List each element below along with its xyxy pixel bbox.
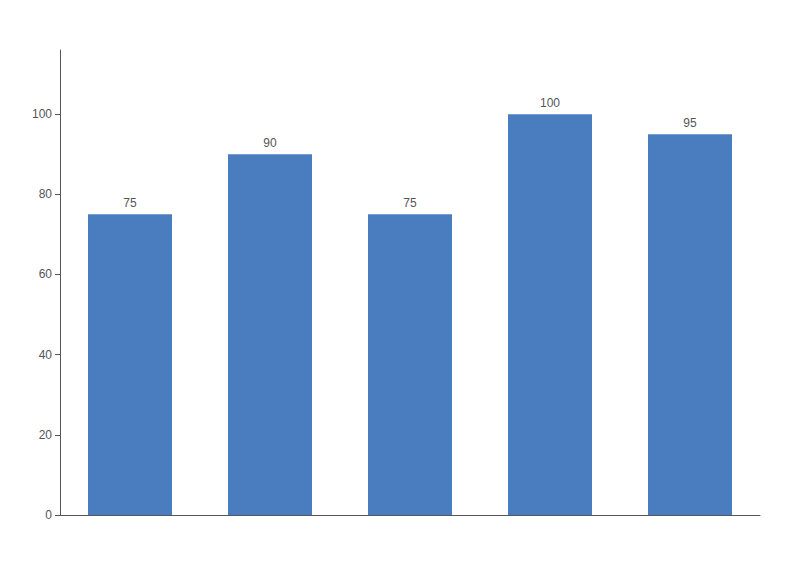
svg-text:80: 80 — [39, 187, 53, 201]
svg-text:60: 60 — [39, 267, 53, 281]
svg-text:75: 75 — [403, 196, 417, 210]
svg-text:75: 75 — [123, 196, 137, 210]
svg-text:0: 0 — [45, 508, 52, 522]
svg-text:95: 95 — [683, 116, 697, 130]
svg-text:20: 20 — [39, 428, 53, 442]
svg-text:100: 100 — [540, 96, 560, 110]
svg-text:90: 90 — [263, 136, 277, 150]
svg-text:40: 40 — [39, 348, 53, 362]
svg-text:100: 100 — [32, 107, 52, 121]
